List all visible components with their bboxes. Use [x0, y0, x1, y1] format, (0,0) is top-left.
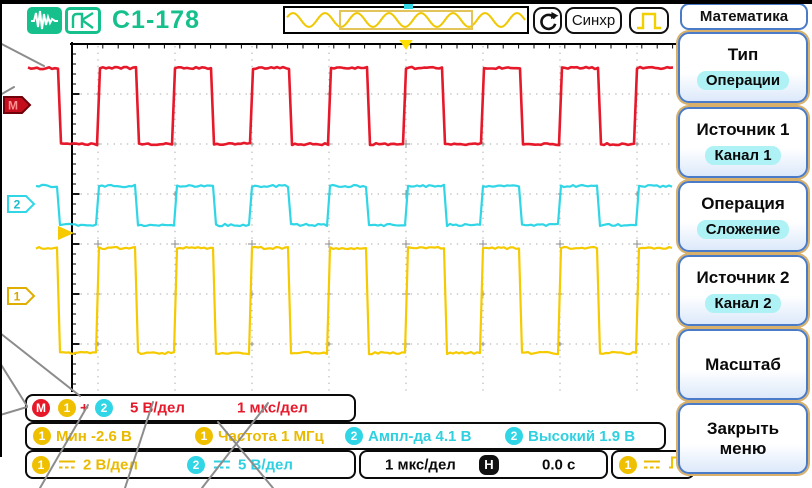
ch1-badge: 1: [33, 427, 51, 445]
menu-item-label: Операция: [701, 193, 785, 213]
dc-coupling-icon: [644, 460, 660, 469]
ch2-badge: 2: [505, 427, 523, 445]
measurement-label: Высокий 1.9 В: [528, 427, 636, 445]
grid-cross: [634, 141, 640, 147]
preview-window[interactable]: [339, 10, 473, 30]
waveform-math-sum: [27, 65, 674, 147]
measurements-bar: 1 Мин -2.6 В 1 Частота 1 МГц 2 Ампл-да 4…: [25, 422, 666, 450]
pulse-mode-button[interactable]: [629, 7, 669, 34]
grid-cross: [171, 240, 179, 248]
ch1-badge: 1: [195, 427, 213, 445]
grid-cross: [402, 190, 410, 198]
menu-title: Математика: [680, 3, 808, 30]
menu-item-value: Сложение: [696, 220, 790, 240]
top-bar: С1-178 Синхр: [0, 4, 812, 40]
scope-logo-icon: [65, 7, 101, 34]
menu-item-close[interactable]: Закрыть меню: [678, 403, 808, 474]
sync-button[interactable]: Синхр: [565, 7, 622, 34]
menu-item-label: Тип: [727, 44, 759, 64]
grid-cross: [172, 141, 178, 147]
channel-2-scale: 5 В/дел: [238, 456, 293, 473]
source2-badge: 2: [95, 399, 113, 417]
menu-item-source2[interactable]: Источник 2 Канал 2: [678, 255, 808, 326]
channel-2-badge: 2: [187, 455, 205, 474]
math-badge: М: [32, 399, 50, 417]
menu-item-label: Источник 2: [696, 267, 790, 287]
waveform-channel-2: [35, 183, 673, 228]
math-marker-label: М: [8, 99, 18, 113]
grid-cross: [94, 240, 102, 248]
measurement-label: Ампл-да 4.1 В: [368, 427, 472, 445]
refresh-icon: [539, 11, 558, 30]
waveform-logo-icon: [27, 7, 62, 34]
grid-cross: [325, 240, 333, 248]
preview-sine-path: [286, 11, 526, 29]
menu-item-label: Источник 1: [696, 119, 790, 139]
channel-2-marker-label: 2: [14, 198, 21, 212]
screen-left-border: [0, 0, 2, 457]
operator-symbol: +: [80, 399, 89, 417]
grid-cross: [479, 240, 487, 248]
preview-sine-wave: [286, 11, 526, 29]
dc-coupling-icon: [214, 460, 230, 469]
trigger-position-marker[interactable]: [398, 38, 414, 50]
channel-1-marker[interactable]: [7, 287, 36, 305]
math-timebase: 1 мкс/дел: [237, 399, 308, 417]
timebase-bar: 1 мкс/дел Н 0.0 с: [359, 450, 608, 479]
measurement-high: 2 Высокий 1.9 В: [505, 427, 635, 445]
grid-cross: [556, 240, 564, 248]
menu-item-label: Закрыть меню: [706, 418, 780, 458]
menu-item-operation[interactable]: Операция Сложение: [678, 181, 808, 252]
horizontal-badge: Н: [479, 454, 499, 475]
measurement-label: Частота 1 МГц: [218, 427, 324, 445]
ch2-badge: 2: [345, 427, 363, 445]
math-scale: 5 В/дел: [130, 399, 185, 417]
channel-1-marker-label: 1: [14, 290, 21, 304]
source1-badge: 1: [58, 399, 76, 417]
preview-trigger-tick: [404, 4, 413, 9]
menu-item-scale[interactable]: Масштаб: [678, 329, 808, 400]
grid-cross: [633, 240, 641, 248]
acquire-refresh-button[interactable]: [533, 7, 562, 34]
measurement-amplitude: 2 Ампл-да 4.1 В: [345, 427, 471, 445]
menu-item-value: Канал 1: [705, 146, 781, 166]
menu-item-value: Операции: [696, 71, 790, 91]
measurement-min: 1 Мин -2.6 В: [33, 427, 132, 445]
menu-item-type[interactable]: Тип Операции: [678, 32, 808, 103]
sync-button-label: Синхр: [571, 12, 616, 29]
channel-2-marker[interactable]: [7, 195, 36, 213]
trigger-source-badge: 1: [619, 455, 637, 474]
screen-top-border: [0, 0, 812, 4]
grid-cross: [249, 341, 255, 347]
measurement-frequency: 1 Частота 1 МГц: [195, 427, 324, 445]
channel-1-badge: 1: [32, 455, 50, 474]
waveform-channel-1: [35, 245, 673, 356]
grid-cross: [402, 240, 410, 248]
trigger-level-marker[interactable]: [58, 226, 74, 240]
math-status-bar: М 1 + 2 5 В/дел 1 мкс/дел: [25, 394, 356, 422]
sweep-preview: [283, 4, 529, 34]
square-pulse-icon: [637, 12, 661, 29]
timebase-scale: 1 мкс/дел: [385, 456, 456, 473]
channels-bar: 1 2 В/дел 2 5 В/дел: [25, 450, 356, 479]
menu-item-source1[interactable]: Источник 1 Канал 1: [678, 107, 808, 178]
menu-item-label: Масштаб: [705, 354, 781, 374]
device-title: С1-178: [112, 6, 200, 34]
math-marker[interactable]: [3, 96, 32, 114]
channel-1-scale: 2 В/дел: [83, 456, 138, 473]
timebase-offset: 0.0 с: [542, 456, 576, 473]
menu-item-value: Канал 2: [705, 294, 781, 314]
grid-cross: [480, 341, 486, 347]
measurement-label: Мин -2.6 В: [56, 427, 132, 445]
dc-coupling-icon: [59, 460, 75, 469]
